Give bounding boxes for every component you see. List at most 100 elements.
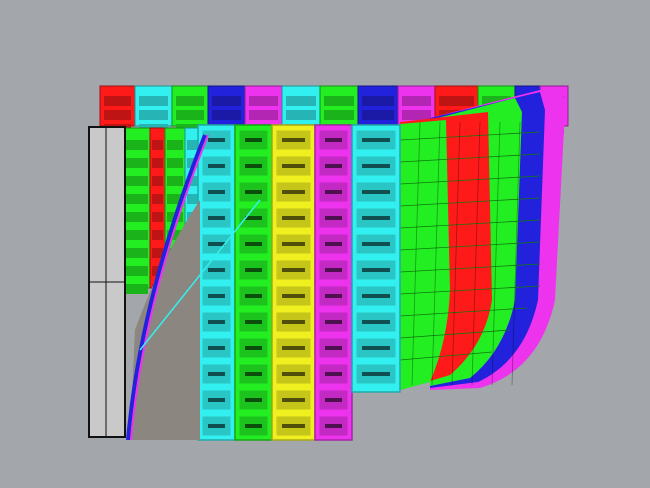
panel-label-tag [482, 96, 511, 106]
panel-label-text [282, 164, 305, 168]
panel-label-text [362, 216, 390, 220]
panel-label-tag [122, 176, 148, 186]
panel-label-text [245, 346, 262, 350]
panel-label-tag [286, 110, 316, 120]
panel-label-tag [152, 140, 163, 150]
panel-label-tag [167, 176, 183, 186]
panel-label-tag [362, 110, 394, 120]
panel-label-tag [212, 96, 241, 106]
panel-label-tag [104, 96, 131, 106]
panel-label-tag [249, 110, 278, 120]
panel-label-text [282, 346, 305, 350]
panel-label-text [245, 164, 262, 168]
panel-label-text [208, 216, 225, 220]
panel-label-text [325, 398, 342, 402]
panel-label-tag [324, 96, 354, 106]
panel-label-text [362, 138, 390, 142]
panel-grid-line [399, 329, 510, 339]
panel-label-text [362, 268, 390, 272]
panel-label-text [245, 190, 262, 194]
panel-label-text [362, 190, 390, 194]
panel-column-green [400, 120, 450, 390]
panel-grid-line [399, 307, 528, 317]
panel-label-text [208, 424, 225, 428]
panel-label-text [325, 242, 342, 246]
edge-curve-cyan [139, 199, 261, 351]
panel-label-tag [249, 96, 278, 106]
curved-surface [130, 200, 200, 440]
panel-label-tag [152, 248, 163, 258]
panel-grid-line [399, 263, 541, 273]
panel-label-tag [104, 110, 131, 120]
panel-label-text [325, 268, 342, 272]
front-panel-column [234, 124, 273, 441]
panel-grid-line [399, 175, 541, 185]
panel-label-tag [362, 96, 394, 106]
panel-label-tag [122, 230, 148, 240]
panel-grid-line [471, 121, 481, 386]
panel-label-text [282, 216, 305, 220]
panel-label-text [362, 346, 390, 350]
panel-label-text [282, 138, 305, 142]
front-panel-column [271, 124, 316, 441]
panel-label-text [325, 424, 342, 428]
edge-curve-blue [126, 134, 207, 441]
panel-label-text [325, 138, 342, 142]
panel-label-text [208, 320, 225, 324]
panel-grid-line [399, 197, 541, 207]
panel-label-tag [402, 96, 431, 106]
panel-label-text [245, 372, 262, 376]
panel-label-tag [324, 110, 354, 120]
panel-label-tag [122, 266, 148, 276]
panel-label-tag [187, 194, 198, 204]
panel-label-tag [176, 96, 204, 106]
panel-label-text [245, 138, 262, 142]
panel-label-text [208, 164, 225, 168]
panel-label-text [208, 294, 225, 298]
front-panel-column [314, 124, 353, 441]
panel-grid-line [399, 131, 541, 141]
panel-label-text [282, 424, 305, 428]
panel-label-tag [286, 96, 316, 106]
panel-label-text [325, 216, 342, 220]
panel-label-text [208, 138, 225, 142]
panel-label-text [282, 372, 305, 376]
panel-label-text [325, 294, 342, 298]
panel-grid-line [399, 241, 541, 251]
panel-label-tag [402, 110, 431, 120]
panel-label-tag [122, 140, 148, 150]
panel-label-text [282, 268, 305, 272]
panel-label-text [362, 320, 390, 324]
panel-label-tag [122, 212, 148, 222]
panel-label-tag [152, 212, 163, 222]
panel-label-tag [212, 110, 241, 120]
panel-label-tag [122, 158, 148, 168]
panel-grid-line [411, 121, 421, 386]
panel-label-text [208, 346, 225, 350]
panel-label-tag [152, 176, 163, 186]
panel-label-text [325, 164, 342, 168]
panel-label-text [325, 346, 342, 350]
panel-label-text [245, 398, 262, 402]
panel-label-tag [152, 158, 163, 168]
panel-label-text [245, 424, 262, 428]
panel-label-text [362, 372, 390, 376]
edge-curve-magenta [130, 134, 209, 441]
panel-label-tag [167, 140, 183, 150]
panel-label-text [245, 320, 262, 324]
panel-grid-line [511, 121, 521, 386]
panel-grid-line [399, 219, 541, 229]
panel-label-text [282, 398, 305, 402]
panel-label-text [245, 294, 262, 298]
panel-label-text [245, 242, 262, 246]
panel-label-text [208, 242, 225, 246]
panel-label-tag [152, 230, 163, 240]
panel-label-text [282, 320, 305, 324]
panel-grid-line [451, 121, 461, 386]
panel-label-text [208, 398, 225, 402]
panel-label-tag [187, 140, 198, 150]
panel-label-tag [152, 194, 163, 204]
panel-label-text [362, 294, 390, 298]
panel-label-tag [167, 194, 183, 204]
